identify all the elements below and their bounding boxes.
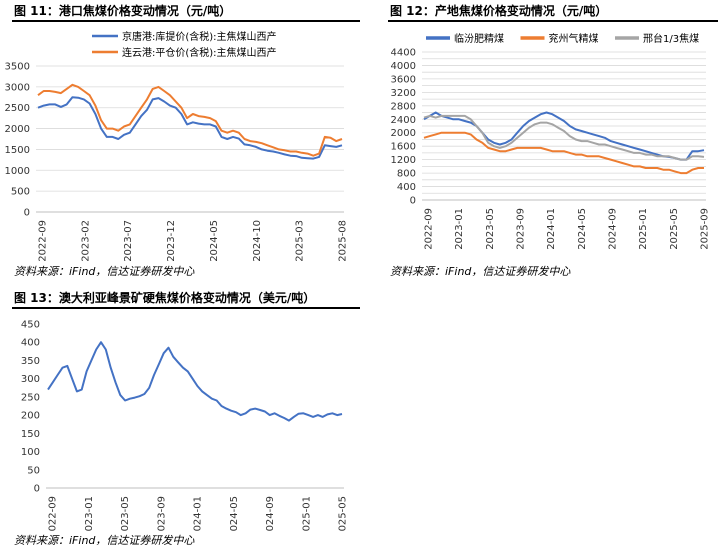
series-line-1 xyxy=(423,131,704,175)
series-line-0 xyxy=(47,341,343,422)
x-tick-label: 2023-05 xyxy=(120,496,131,532)
y-tick-label: 4400 xyxy=(391,48,416,59)
y-tick-label: 1200 xyxy=(391,155,416,166)
x-tick-label: 2024-05 xyxy=(577,208,588,250)
x-tick-label: 2025-08 xyxy=(338,220,349,262)
x-tick-label: 2023-05 xyxy=(485,208,496,250)
figure-11-caption: 图 11：港口焦煤价格变动情况（元/吨） xyxy=(14,4,232,18)
x-tick-label: 2025-05 xyxy=(338,496,349,532)
figure-12-caption: 图 12：产地焦煤价格变动情况（元/吨） xyxy=(390,4,608,18)
figure-11-source: 资料来源：iFind，信达证券研发中心 xyxy=(14,265,195,278)
y-tick-label: 150 xyxy=(21,429,40,440)
series-line-0 xyxy=(423,111,705,161)
x-tick-label: 2023-09 xyxy=(516,208,527,250)
figure-12-chart: 0 400 800 1200 1600 2000 2400 2800 3200 3600 4000 4… xyxy=(391,32,711,250)
y-tick-label: 450 xyxy=(21,320,40,331)
y-tick-label: 1500 xyxy=(5,145,30,156)
y-tick-label: 2400 xyxy=(391,115,416,126)
x-tick-label: 2025-01 xyxy=(638,208,649,250)
y-tick-label: 400 xyxy=(21,338,40,349)
x-tick-label: 2022-09 xyxy=(424,208,435,250)
x-tick-label: 2023-07 xyxy=(123,220,134,262)
figure-12-source: 资料来源：iFind，信达证券研发中心 xyxy=(390,265,571,278)
legend-label-2: 邢台1/3焦煤 xyxy=(643,32,699,45)
legend-label-0: 京唐港:库提价(含税):主焦煤山西产 xyxy=(122,30,277,43)
x-tick-label: 2024-05 xyxy=(209,220,220,262)
y-tick-label: 100 xyxy=(21,447,40,458)
figure-13-caption: 图 13：澳大利亚峰景矿硬焦煤价格变动情况（美元/吨） xyxy=(14,291,316,305)
legend-label-1: 连云港:平仓价(含税):主焦煤山西产 xyxy=(122,46,277,59)
x-tick-label: 2023-01 xyxy=(454,208,465,250)
y-tick-label: 2500 xyxy=(5,103,30,114)
x-tick-label: 2024-10 xyxy=(252,220,263,262)
y-tick-label: 400 xyxy=(397,182,416,193)
x-tick-label: 2024-05 xyxy=(229,496,240,532)
x-tick-label: 2023-09 xyxy=(156,496,167,532)
y-tick-label: 4000 xyxy=(391,61,416,72)
y-tick-label: 0 xyxy=(34,484,40,495)
y-tick-label: 500 xyxy=(11,187,30,198)
y-tick-label: 3000 xyxy=(5,82,30,93)
x-tick-label: 2024-01 xyxy=(193,496,204,532)
x-tick-label: 2025-09 xyxy=(700,208,711,250)
y-tick-label: 3500 xyxy=(5,62,30,73)
legend-label-0: 临汾肥精煤 xyxy=(454,32,504,45)
legend-label-1: 兖州气精煤 xyxy=(549,32,599,45)
y-tick-label: 0 xyxy=(24,208,30,219)
y-tick-label: 2000 xyxy=(5,124,30,135)
series-line-2 xyxy=(423,114,705,161)
y-tick-label: 800 xyxy=(397,169,416,180)
y-tick-label: 50 xyxy=(27,465,40,476)
y-tick-label: 250 xyxy=(21,392,40,403)
series-line-0 xyxy=(37,96,343,160)
x-tick-label: 2023-02 xyxy=(80,220,91,262)
x-tick-label: 2023-01 xyxy=(84,496,95,532)
x-tick-label: 2023-12 xyxy=(166,220,177,262)
x-tick-label: 2024-09 xyxy=(608,208,619,250)
y-tick-label: 1000 xyxy=(5,166,30,177)
y-tick-label: 1600 xyxy=(391,142,416,153)
y-tick-label: 300 xyxy=(21,374,40,385)
y-tick-label: 2800 xyxy=(391,101,416,112)
figure-11-chart: 0 500 1000 1500 2000 2500 3000 3500 2022-09 2023-… xyxy=(5,30,349,262)
figure-12-rule xyxy=(388,20,718,22)
figure-11-rule xyxy=(12,20,360,22)
y-tick-label: 200 xyxy=(21,411,40,422)
x-tick-label: 2025-01 xyxy=(301,496,312,532)
x-tick-label: 2025-05 xyxy=(669,208,680,250)
y-tick-label: 3600 xyxy=(391,74,416,85)
x-tick-label: 2022-09 xyxy=(38,220,49,262)
y-tick-label: 3200 xyxy=(391,88,416,99)
figure-13-chart: 0 50 100 150 200 250 300 350 400 450 2022-09 2023-0… xyxy=(21,320,349,533)
x-tick-label: 2022-09 xyxy=(48,496,59,532)
x-tick-label: 2024-09 xyxy=(265,496,276,532)
y-tick-label: 350 xyxy=(21,356,40,367)
y-tick-label: 2000 xyxy=(391,128,416,139)
x-tick-label: 2025-03 xyxy=(295,220,306,262)
y-tick-label: 0 xyxy=(410,196,416,207)
figure-13-source: 资料来源：iFind，信达证券研发中心 xyxy=(14,534,195,547)
figure-13-rule xyxy=(12,307,360,309)
x-tick-label: 2024-01 xyxy=(546,208,557,250)
series-line-1 xyxy=(37,83,343,157)
